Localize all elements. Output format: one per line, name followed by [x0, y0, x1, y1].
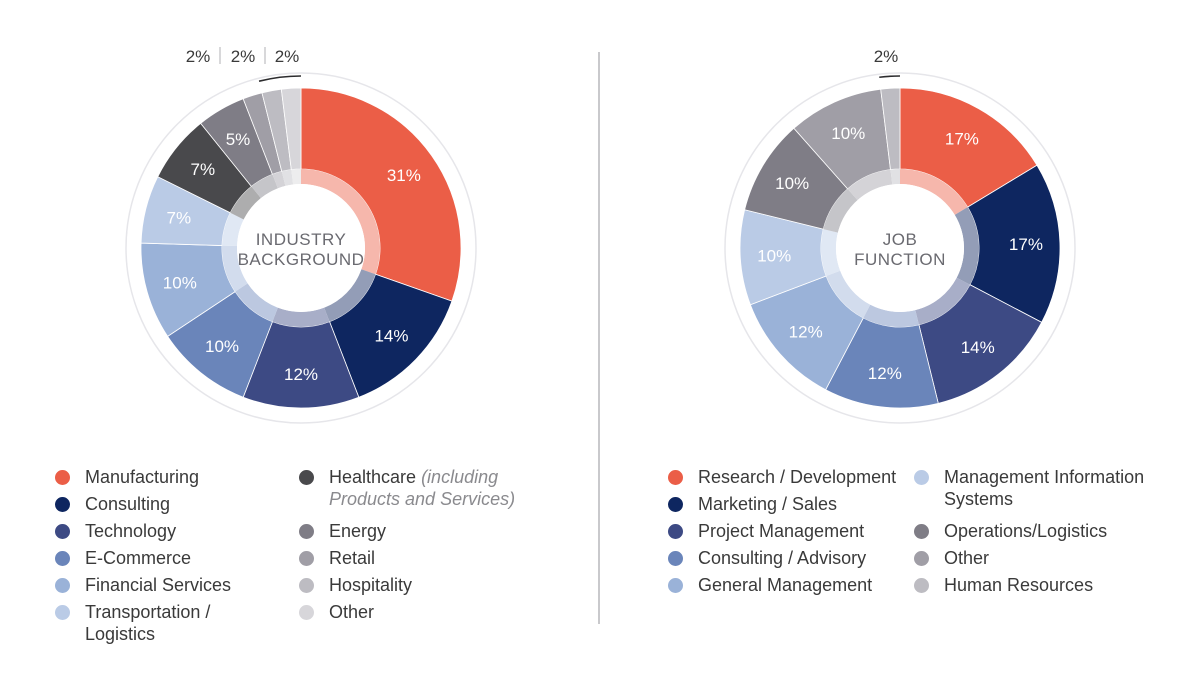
pie-slice-inner-band	[821, 229, 841, 277]
legend-label: Manufacturing	[85, 467, 200, 487]
donut-title-line: INDUSTRY	[256, 230, 347, 249]
slice-value-label: 5%	[226, 130, 251, 149]
legend-label: Technology	[85, 521, 177, 541]
legend-label: Other	[944, 548, 990, 568]
pie-slice-inner-band	[222, 212, 244, 247]
legend-label: Consulting	[85, 494, 171, 514]
slice-value-label: 12%	[789, 323, 823, 342]
small-slice-value-label: 2%	[231, 47, 256, 66]
legend-label: Financial Services	[85, 575, 232, 595]
small-slice-value-label: 2%	[874, 47, 899, 66]
legend-swatch	[299, 578, 314, 593]
pie-slice-inner-band	[281, 169, 294, 186]
legend-swatch	[299, 524, 314, 539]
legend-swatch	[299, 605, 314, 620]
legend-swatch	[668, 470, 683, 485]
slice-value-label: 10%	[831, 124, 865, 143]
legend-swatch	[668, 524, 683, 539]
legend-label: Consulting / Advisory	[698, 548, 867, 568]
slice-value-label: 7%	[191, 160, 216, 179]
small-slices-callout-arc	[879, 75, 900, 79]
pie-slice-inner-band	[222, 245, 248, 292]
pie-slice-inner-band	[823, 188, 858, 233]
small-slices-callout-arc	[258, 75, 301, 82]
slice-value-label: 17%	[945, 129, 979, 148]
pie-slice-inner-band	[272, 171, 286, 189]
legend-label: Research / Development	[698, 467, 897, 487]
slice-value-label: 31%	[387, 166, 421, 185]
slice-value-label: 17%	[1009, 235, 1043, 254]
pie-slice-inner-band	[235, 283, 278, 322]
legend-label: Other	[329, 602, 375, 622]
legend-swatch	[55, 470, 70, 485]
pie-slice-inner-band	[890, 169, 900, 185]
legend-label: Project Management	[698, 521, 865, 541]
legend-label: Operations/Logistics	[944, 521, 1108, 541]
small-slice-value-label: 2%	[186, 47, 211, 66]
legend-label: Management Information Systems	[944, 467, 1145, 509]
slice-value-label: 10%	[757, 247, 791, 266]
donut-title-line: BACKGROUND	[238, 250, 365, 269]
outer-ring	[724, 72, 1076, 424]
legend-label: Transportation / Logistics	[85, 602, 211, 644]
donut-center	[836, 184, 964, 312]
pie-slice-inner-band	[230, 186, 261, 220]
legend-swatch	[55, 605, 70, 620]
legend-swatch	[55, 578, 70, 593]
pie-slice-inner-band	[847, 169, 893, 201]
legend-swatch	[914, 578, 929, 593]
pie-slice-inner-band	[826, 270, 871, 318]
legend-label: Energy	[329, 521, 387, 541]
pie-slice-inner-band	[301, 169, 380, 275]
legend-label: Healthcare (including Products and Servic…	[329, 467, 516, 509]
small-slice-value-label: 2%	[275, 47, 300, 66]
legend-label: General Management	[698, 575, 873, 595]
legend-swatch	[668, 578, 683, 593]
donut-title-line: FUNCTION	[854, 250, 946, 269]
slice-value-label: 10%	[775, 174, 809, 193]
legend-label: Retail	[329, 548, 376, 568]
legend-swatch	[299, 551, 314, 566]
outer-ring	[125, 72, 477, 424]
legend-label: Human Resources	[944, 575, 1094, 595]
slice-value-label: 7%	[167, 208, 192, 227]
pie-slice-inner-band	[291, 169, 301, 185]
legend-swatch	[914, 524, 929, 539]
slice-value-label: 14%	[374, 327, 408, 346]
legend-swatch	[668, 551, 683, 566]
legend-swatch	[299, 470, 314, 485]
slice-value-label: 12%	[284, 365, 318, 384]
slice-value-label: 10%	[163, 273, 197, 292]
pie-slice-inner-band	[251, 174, 278, 199]
donut-title-line: JOB	[883, 230, 918, 249]
legend-swatch	[914, 470, 929, 485]
chart-divider	[598, 52, 600, 624]
legend-swatch	[668, 497, 683, 512]
slice-value-label: 12%	[868, 364, 902, 383]
pie-slice-inner-band	[324, 269, 376, 322]
pie-slice-inner-band	[915, 277, 970, 325]
legend-swatch	[55, 551, 70, 566]
slice-value-label: 14%	[961, 338, 995, 357]
pie-slice-inner-band	[900, 169, 968, 215]
pie-slice-inner-band	[272, 307, 330, 328]
legend-label: E-Commerce	[85, 548, 192, 568]
pie-slice-inner-band	[954, 207, 980, 285]
legend-swatch	[55, 524, 70, 539]
slice-value-label: 10%	[205, 337, 239, 356]
donut-center	[237, 184, 365, 312]
legend-swatch	[55, 497, 70, 512]
legend-swatch	[914, 551, 929, 566]
pie-slice-inner-band	[863, 304, 919, 327]
legend-label: Hospitality	[329, 575, 413, 595]
legend-label: Marketing / Sales	[698, 494, 838, 514]
